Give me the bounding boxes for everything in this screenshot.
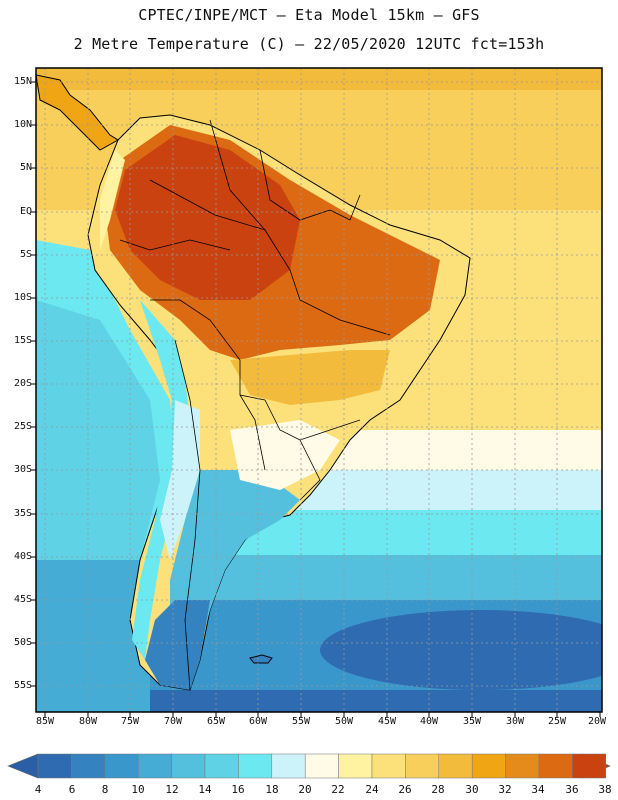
lon-label: 85W [35,716,55,727]
colorbar-cell [137,753,172,779]
lon-label: 75W [120,716,140,727]
colorbar-label: 16 [231,783,245,796]
lat-label: EQ [19,206,32,217]
colorbar-label: 14 [198,783,212,796]
lat-label: 40S [13,551,32,562]
lon-label: 25W [547,716,567,727]
colorbar-label: 6 [68,783,76,796]
lat-label: 10S [13,292,32,303]
country-borders [119,119,391,691]
map-subtitle: 2 Metre Temperature (C) – 22/05/2020 12U… [73,35,545,53]
colorbar-label: 12 [165,783,179,796]
colorbar-label: 26 [398,783,412,796]
colorbar-label: 10 [131,783,145,796]
colorbar-label: 4 [34,783,42,796]
lat-label: 25S [13,421,32,432]
lon-label: 45W [377,716,397,727]
colorbar [7,753,611,779]
colorbar-label: 28 [431,783,445,796]
colorbar-label: 38 [598,783,612,796]
lat-label: 10N [13,119,32,130]
ocean-cold-patch [320,610,602,690]
map-frame [35,67,603,713]
andes-cool [160,400,200,560]
lat-label: 45S [13,594,32,605]
lon-label: 35W [462,716,482,727]
colorbar-cell [37,753,72,779]
lat-label: 15N [13,76,32,87]
lat-label: 50S [13,637,32,648]
pacific-cool-water [36,300,160,560]
colorbar-label: 20 [298,783,312,796]
lon-label: 65W [206,716,226,727]
lon-label: 55W [291,716,311,727]
lon-label: 30W [505,716,525,727]
colorbar-cell [338,753,373,779]
colorbar-label: 8 [101,783,109,796]
pacific-cool-water [36,560,150,712]
lat-label: 35S [13,508,32,519]
colorbar-low-arrow [7,753,39,779]
lat-label: 55S [13,680,32,691]
colorbar-cell [271,753,306,779]
colorbar-cell [505,753,540,779]
colorbar-cell [171,753,206,779]
colorbar-cell [104,753,139,779]
lat-label: 30S [13,464,32,475]
lon-label: 50W [334,716,354,727]
colorbar-cell [238,753,273,779]
central-america [36,74,119,151]
lat-label: 15S [13,335,32,346]
colorbar-label: 30 [465,783,479,796]
colorbar-label: 36 [565,783,579,796]
lon-label: 20W [587,716,607,727]
colorbar-label: 32 [498,783,512,796]
andes-cold-strip [132,300,190,660]
colorbar-cell [371,753,406,779]
lon-label: 80W [78,716,98,727]
pampas-mild [230,420,340,490]
hottest-region [115,135,300,300]
lon-label: 70W [163,716,183,727]
map-title: CPTEC/INPE/MCT – Eta Model 15km – GFS [138,6,480,24]
colorbar-label: 18 [265,783,279,796]
warm-region [230,350,390,405]
lon-label: 60W [248,716,268,727]
ocean-band [36,690,602,712]
colorbar-cell [538,753,573,779]
colorbar-label: 24 [365,783,379,796]
patagonia-cold [145,600,210,690]
colorbar-cell [71,753,106,779]
axis-ticks [31,81,601,717]
colorbar-label: 22 [331,783,345,796]
falkland-islands [249,654,273,664]
colorbar-cell [572,753,607,779]
colorbar-cell [304,753,339,779]
colorbar-cell [438,753,473,779]
grid-lines [36,68,602,712]
colorbar-cell [471,753,506,779]
andes-north [100,150,125,250]
lat-label: 5N [19,162,32,173]
colorbar-cell [204,753,239,779]
colorbar-cell [405,753,440,779]
lat-label: 20S [13,378,32,389]
colorbar-label: 34 [531,783,545,796]
lon-label: 40W [419,716,439,727]
lat-label: 5S [19,249,32,260]
